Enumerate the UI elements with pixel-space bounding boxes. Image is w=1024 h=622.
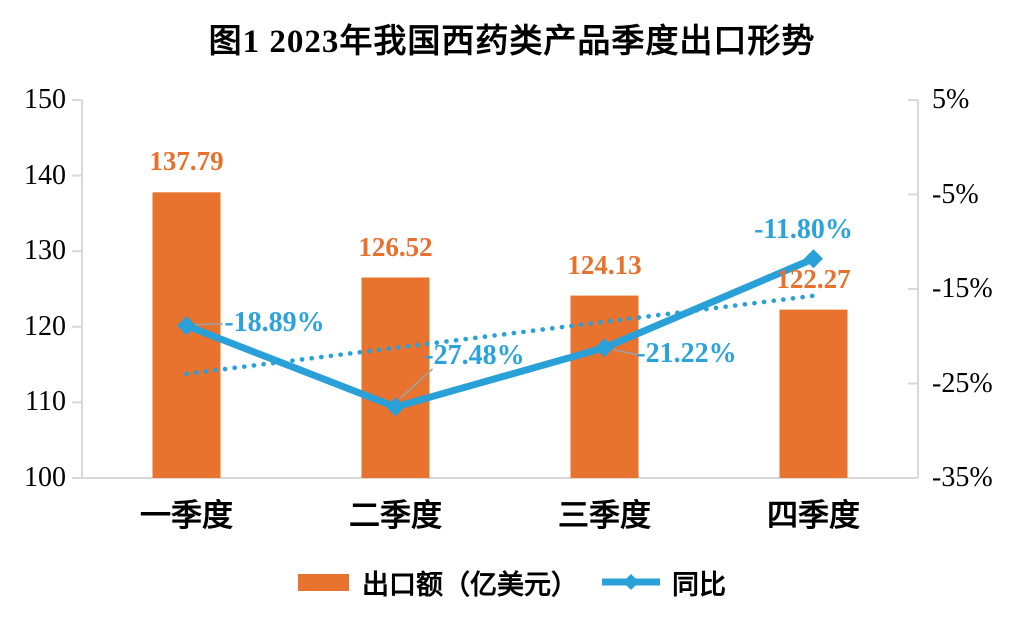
left-axis-tick-label: 150	[24, 84, 66, 115]
bar-value-label-q4: 122.27	[776, 263, 851, 294]
legend-line-label: 同比	[672, 569, 726, 600]
legend-bar-swatch-icon	[298, 573, 349, 591]
yoy-value-label-q3: -21.22%	[636, 337, 737, 369]
right-axis-tick-label: 5%	[932, 84, 970, 115]
x-axis-label-q3: 三季度	[558, 498, 651, 533]
left-axis-tick-label: 130	[24, 235, 66, 267]
chart-title: 图1 2023年我国西药类产品季度出口形势	[208, 24, 816, 60]
x-axis-label-q2: 二季度	[349, 498, 442, 533]
left-axis-tick-label: 110	[25, 386, 66, 418]
callout-line-q1	[193, 322, 223, 326]
callout-line-q2	[398, 368, 434, 400]
bar-value-label-q1: 137.79	[149, 146, 224, 177]
right-axis-tick-label: -25%	[932, 367, 993, 399]
marker-diamond-q1	[177, 316, 196, 336]
left-axis-tick-label: 140	[24, 159, 66, 191]
x-axis-label-q1: 一季度	[140, 498, 233, 533]
right-axis-tick-label: -15%	[932, 273, 993, 304]
right-axis-tick-label: -35%	[932, 462, 993, 493]
marker-diamond-q2	[386, 397, 405, 417]
bar-value-label-q3: 124.13	[567, 249, 642, 280]
x-axis-label-q4: 四季度	[767, 498, 860, 533]
left-axis-tick-label: 120	[24, 310, 66, 342]
bar-q2	[361, 277, 430, 478]
callout-line-q3	[613, 348, 638, 356]
legend-line-marker-icon	[602, 574, 660, 590]
yoy-line	[183, 255, 817, 411]
legend-bar-label: 出口额（亿美元）	[362, 569, 578, 600]
bar-q4	[779, 309, 848, 478]
right-axis-tick-label: -5%	[932, 178, 979, 210]
yoy-value-label-q2: -27.48%	[424, 339, 525, 371]
legend: 出口额（亿美元） 同比	[0, 564, 1024, 600]
yoy-value-label-q4: -11.80%	[754, 213, 853, 245]
bar-value-label-q2: 126.52	[358, 231, 433, 262]
left-axis-tick-label: 100	[24, 462, 66, 493]
marker-diamond-q3	[595, 338, 614, 358]
marker-diamond-q4	[804, 249, 823, 269]
yoy-value-label-q1: -18.89%	[224, 306, 325, 338]
trendline-dotted	[184, 293, 816, 377]
